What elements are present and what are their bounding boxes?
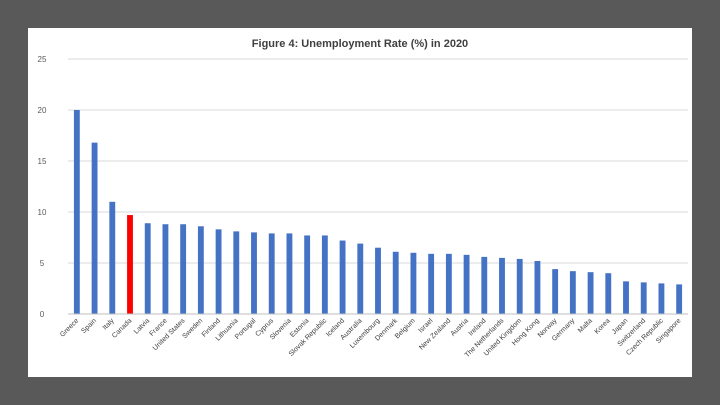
- y-tick-label: 5: [40, 259, 45, 268]
- chart-title: Figure 4: Unemployment Rate (%) in 2020: [252, 38, 468, 50]
- bar-united-states: [180, 224, 187, 314]
- bar-italy: [109, 201, 116, 314]
- bar-norway: [552, 269, 559, 314]
- x-tick-label: Austria: [450, 317, 470, 337]
- bar-estonia: [304, 235, 311, 314]
- bar-czech-republic: [658, 283, 665, 314]
- bar-latvia: [144, 223, 151, 314]
- grid-lines: [68, 58, 688, 264]
- bar-austria: [463, 254, 470, 314]
- bar-luxembourg: [375, 247, 381, 314]
- bars: [73, 110, 683, 314]
- bar-belgium: [410, 252, 417, 314]
- bar-canada: [127, 215, 133, 314]
- bar-united-kingdom: [516, 258, 523, 314]
- bar-new-zealand: [445, 253, 452, 314]
- x-tick-label: Korea: [594, 317, 612, 335]
- bar-slovak-republic: [321, 235, 328, 314]
- unemployment-bar-chart: Figure 4: Unemployment Rate (%) in 2020 …: [38, 38, 688, 359]
- bar-denmark: [392, 251, 399, 314]
- x-tick-label: Canada: [111, 317, 133, 339]
- bar-france: [162, 224, 169, 314]
- bar-singapore: [676, 284, 683, 314]
- bar-ireland: [481, 256, 488, 314]
- bar-switzerland: [640, 282, 647, 314]
- bar-slovenia: [286, 233, 293, 314]
- bar-finland: [215, 229, 222, 314]
- bar-spain: [91, 142, 98, 314]
- x-tick-label: Malta: [577, 317, 594, 334]
- x-tick-label: Greece: [59, 317, 80, 338]
- bar-germany: [569, 271, 576, 314]
- bar-the-netherlands: [499, 257, 505, 314]
- x-tick-label: Spain: [80, 317, 98, 335]
- bar-australia: [357, 243, 364, 314]
- y-tick-label: 25: [38, 55, 47, 64]
- bar-cyprus: [268, 233, 275, 314]
- bar-malta: [587, 272, 594, 314]
- chart-panel: Figure 4: Unemployment Rate (%) in 2020 …: [28, 28, 692, 377]
- bar-portugal: [251, 232, 257, 314]
- y-axis-ticks: 0 5 10 15 20 25: [38, 55, 47, 319]
- bar-lithuania: [233, 231, 240, 314]
- y-tick-label: 0: [40, 310, 45, 319]
- bar-korea: [605, 273, 612, 314]
- bar-hong-kong: [534, 260, 541, 314]
- bar-greece: [73, 110, 80, 314]
- bar-israel: [428, 253, 435, 314]
- y-tick-label: 15: [38, 157, 47, 166]
- bar-japan: [623, 281, 629, 314]
- x-tick-label: Italy: [102, 317, 116, 331]
- y-tick-label: 10: [38, 208, 47, 217]
- y-tick-label: 20: [38, 106, 47, 115]
- bar-sweden: [197, 226, 204, 314]
- bar-iceland: [339, 240, 346, 314]
